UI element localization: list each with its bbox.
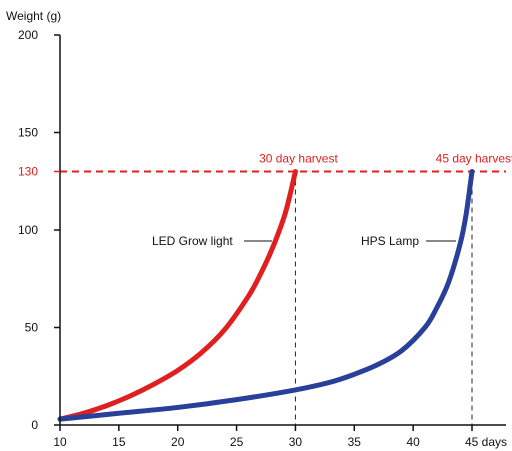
series-led-grow-light-line	[57, 169, 298, 422]
series-hps-lamp-line	[57, 169, 475, 422]
x-tick-label: 25	[230, 435, 244, 449]
x-tick-label: 40	[406, 435, 420, 449]
y-tick-label: 150	[18, 126, 38, 140]
x-tick-label: 45 days	[465, 435, 507, 449]
ticks: 0 50 100 130 150 200 10 15 20 25 30 35 40 45 days	[18, 28, 507, 449]
y-tick-label: 200	[18, 28, 38, 42]
series-hps-lamp-label: HPS Lamp	[361, 234, 419, 248]
y-tick-label: 100	[18, 223, 38, 237]
y-axis-title: Weight (g)	[6, 9, 61, 23]
labels: Weight (g)	[6, 9, 61, 23]
x-tick-label: 10	[53, 435, 67, 449]
harvest-annotation: 30 day harvest	[259, 152, 338, 166]
reference-lines: 30 day harvest 45 day harvest	[60, 152, 512, 425]
axes	[59, 35, 506, 426]
x-tick-label: 20	[171, 435, 185, 449]
harvest-annotation: 45 day harvest	[436, 152, 512, 166]
x-tick-label: 30	[289, 435, 303, 449]
y-tick-label: 50	[25, 321, 39, 335]
y-tick-label: 130	[18, 165, 38, 179]
y-tick-label: 0	[31, 418, 38, 432]
series-led-grow-light-label: LED Grow light	[152, 234, 233, 248]
x-tick-label: 15	[112, 435, 126, 449]
series-layer: LED Grow light HPS Lamp	[57, 169, 475, 422]
x-tick-label: 35	[348, 435, 362, 449]
